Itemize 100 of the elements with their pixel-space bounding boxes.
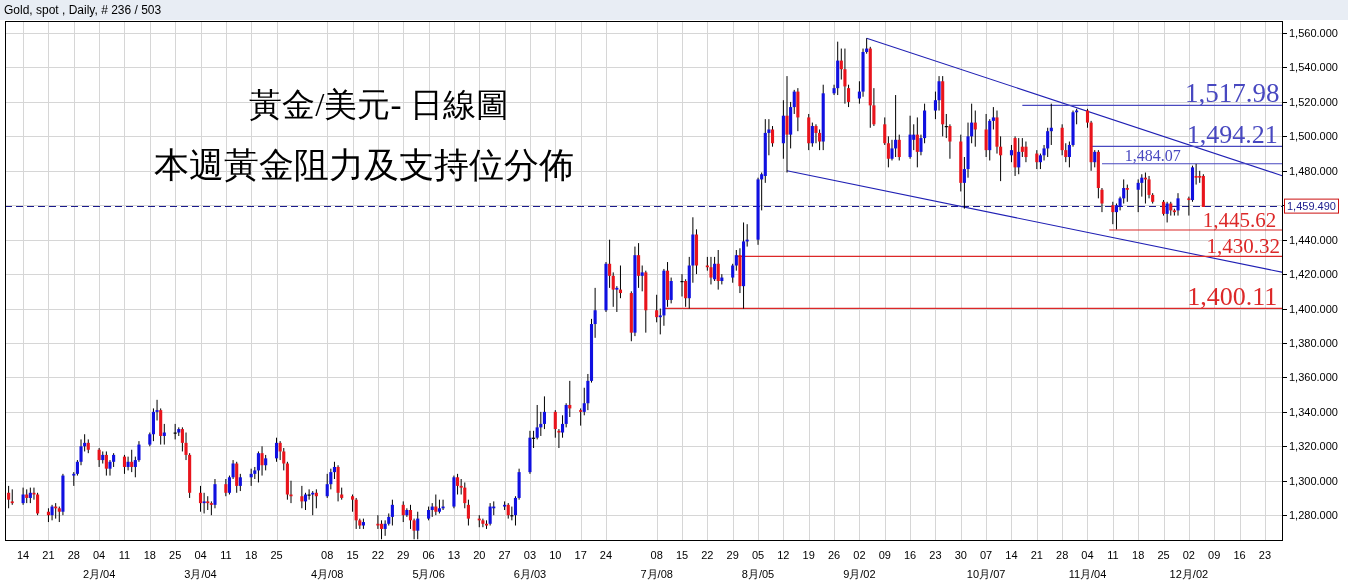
candlestick [915, 116, 919, 168]
y-tick-label: 1,500.000 [1289, 130, 1338, 143]
candlestick [354, 497, 358, 530]
x-tick-label: 18 [143, 549, 156, 561]
x-tick-label: 27 [498, 549, 511, 561]
x-tick-label: 04 3月/04 [184, 549, 217, 580]
candlestick [669, 277, 673, 304]
candlestick [553, 409, 557, 439]
candlestick [488, 502, 492, 526]
x-tick-label: 02 9月/02 [843, 549, 876, 580]
x-tick-label: 04 11月/04 [1068, 549, 1107, 580]
candlestick [260, 445, 264, 477]
y-tick-label: 1,560.000 [1289, 27, 1338, 40]
candlestick [608, 239, 612, 289]
x-tick-label: 07 10月/07 [966, 549, 1006, 580]
x-tick-label: 25 [169, 549, 182, 561]
x-tick-label: 11 [220, 549, 232, 561]
candlestick [1176, 192, 1180, 217]
x-tick-label: 30 [954, 549, 967, 561]
candlestick [655, 294, 659, 323]
x-tick-label: 15 [346, 549, 359, 561]
candlestick [908, 115, 912, 160]
candlestick [542, 395, 546, 430]
x-tick-label: 08 7月/08 [640, 549, 673, 580]
candlestick [709, 256, 713, 285]
x-tick-label: 20 [473, 549, 486, 561]
y-tick-label: 1,340.000 [1289, 405, 1338, 418]
candlestick [325, 473, 329, 499]
x-tick-label: 11 [1107, 549, 1119, 561]
candlestick [463, 481, 467, 509]
x-tick-label: 14 [1005, 549, 1018, 561]
annotation: 1,430.32 [1206, 234, 1280, 259]
x-tick-label: 23 [929, 549, 942, 561]
y-tick-label: 1,440.000 [1289, 233, 1338, 246]
candlestick [680, 273, 684, 297]
candlestick [401, 500, 405, 523]
y-tick-label: 1,540.000 [1289, 61, 1338, 74]
candlestick [535, 404, 539, 440]
candlestick [640, 265, 644, 292]
x-tick-label: 29 [397, 549, 410, 561]
candlestick [886, 135, 890, 168]
x-tick-label: 08 4月/08 [311, 549, 344, 580]
y-tick-label: 1,280.000 [1289, 509, 1338, 522]
x-tick-label: 25 [1157, 549, 1170, 561]
y-tick-label: 1,360.000 [1289, 371, 1338, 384]
x-tick-label: 06 5月/06 [412, 549, 445, 580]
y-tick-label: 1,520.000 [1289, 95, 1338, 108]
candlestick [684, 278, 688, 308]
y-tick-label: 1,400.000 [1289, 302, 1338, 315]
candlestick [810, 122, 814, 148]
x-tick-label: 19 [802, 549, 815, 561]
x-tick-label: 04 2月/04 [82, 549, 116, 580]
text: Gold, spot , Daily, # 236 / 503 [4, 3, 162, 17]
x-tick-label: 09 [1208, 549, 1221, 561]
candlestick [785, 75, 789, 174]
candlestick [897, 134, 901, 161]
annotation: 1,400.11 [1187, 282, 1278, 312]
y-tick-label: 1,480.000 [1289, 164, 1338, 177]
annotation: 1,445.62 [1202, 208, 1277, 232]
x-tick-label: 09 [878, 549, 891, 561]
x-tick-label: 18 [245, 549, 258, 561]
candlestick [1194, 163, 1198, 186]
y-tick-label: 1,380.000 [1289, 336, 1338, 349]
x-tick-label: 28 [67, 549, 80, 561]
candlestick [611, 271, 615, 308]
y-tick-label: 1,420.000 [1289, 268, 1338, 281]
candlestick [883, 116, 887, 146]
candlestick [466, 499, 470, 526]
candlestick [843, 48, 847, 105]
x-tick-label: 18 [1132, 549, 1145, 561]
x-tick-label: 25 [270, 549, 283, 561]
candlestick [792, 89, 796, 115]
y-tick-label: 1,300.000 [1289, 474, 1338, 487]
candlestick [1136, 178, 1140, 213]
annotation: 1,484.07 [1124, 146, 1181, 164]
x-tick-label: 26 [827, 549, 841, 561]
ref-line-label: 1,459.490 [1287, 200, 1336, 213]
candlestick [937, 75, 941, 112]
candlestick [1024, 141, 1028, 163]
x-tick-label: 13 [447, 549, 461, 561]
text: 黃金/美元- 日線圖 [249, 87, 509, 123]
x-tick-label: 12 [777, 549, 790, 561]
candlestick [615, 285, 619, 313]
candlestick [311, 490, 315, 516]
candlestick [1187, 196, 1191, 217]
candlestick [1111, 201, 1115, 225]
candlestick [1020, 137, 1024, 158]
x-tick-label: 21 [42, 549, 55, 561]
candlestick [713, 256, 717, 282]
x-tick-label: 29 [726, 549, 739, 561]
candlestick [637, 242, 641, 289]
candlestick [455, 473, 460, 496]
y-tick-label: 1,320.000 [1289, 440, 1338, 453]
x-tick-label: 21 [1030, 549, 1043, 561]
candlestick [716, 249, 720, 291]
x-tick-label: 14 [16, 549, 30, 561]
annotation: 1,494.21 [1186, 120, 1278, 150]
x-tick-label: 22 [701, 549, 714, 561]
candlestick [1046, 127, 1050, 158]
x-tick-label: 10 [549, 549, 562, 561]
